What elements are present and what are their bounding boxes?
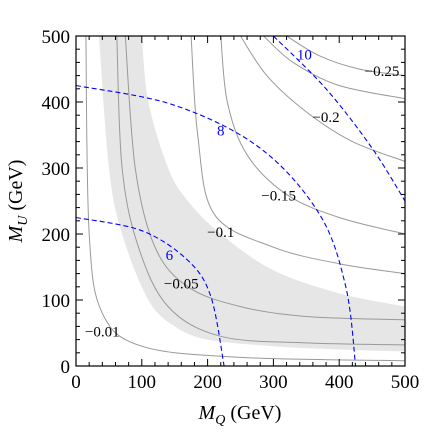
y-tick-label: 100 <box>42 291 71 312</box>
shaded-band <box>99 36 405 352</box>
dashed-contour-line <box>273 36 405 202</box>
x-tick-label: 200 <box>193 372 222 393</box>
solid-contour-label: −0.05 <box>164 277 199 293</box>
y-axis-title: MU (GeV) <box>5 160 31 244</box>
plot-frame <box>75 35 406 367</box>
solid-contour-line <box>220 36 405 235</box>
solid-contour-line <box>240 36 405 162</box>
x-tick-label: 400 <box>325 372 354 393</box>
x-tick-label: 300 <box>259 372 288 393</box>
x-tick-label: 0 <box>71 372 81 393</box>
contour-labels: −0.25 −0.2 −0.15 −0.1 −0.05 −0.01 6 8 10 <box>85 47 400 341</box>
solid-contour-label: −0.15 <box>261 189 296 205</box>
solid-contour-line <box>263 36 405 100</box>
dashed-contour-label: 6 <box>166 248 174 264</box>
axis-ticks: 0 100 200 300 400 500 0 100 200 300 400 500 <box>42 27 420 393</box>
solid-contour-label: −0.25 <box>365 64 400 80</box>
solid-contour-label: −0.01 <box>85 325 120 341</box>
solid-contour-line <box>116 36 405 346</box>
dashed-contours <box>76 36 405 366</box>
dashed-contour-line <box>76 216 225 366</box>
dashed-contour-label: 8 <box>217 123 225 139</box>
solid-contour-label: −0.2 <box>312 110 339 126</box>
dashed-contour-line <box>76 84 357 366</box>
y-tick-label: 300 <box>42 159 71 180</box>
solid-contours <box>85 36 405 362</box>
solid-contour-line <box>124 36 405 321</box>
solid-contour-line <box>190 36 405 275</box>
solid-contour-line <box>85 36 405 362</box>
y-tick-label: 400 <box>42 93 71 114</box>
x-tick-label: 100 <box>128 372 157 393</box>
y-tick-label: 500 <box>42 27 71 48</box>
y-tick-label: 0 <box>61 357 71 378</box>
x-axis-title: MQ (GeV) <box>198 402 282 428</box>
solid-contour-line <box>286 36 405 77</box>
solid-contour-label: −0.1 <box>207 225 234 241</box>
dashed-contour-label: 10 <box>297 47 312 63</box>
x-tick-label: 500 <box>391 372 420 393</box>
y-tick-label: 200 <box>42 225 71 246</box>
